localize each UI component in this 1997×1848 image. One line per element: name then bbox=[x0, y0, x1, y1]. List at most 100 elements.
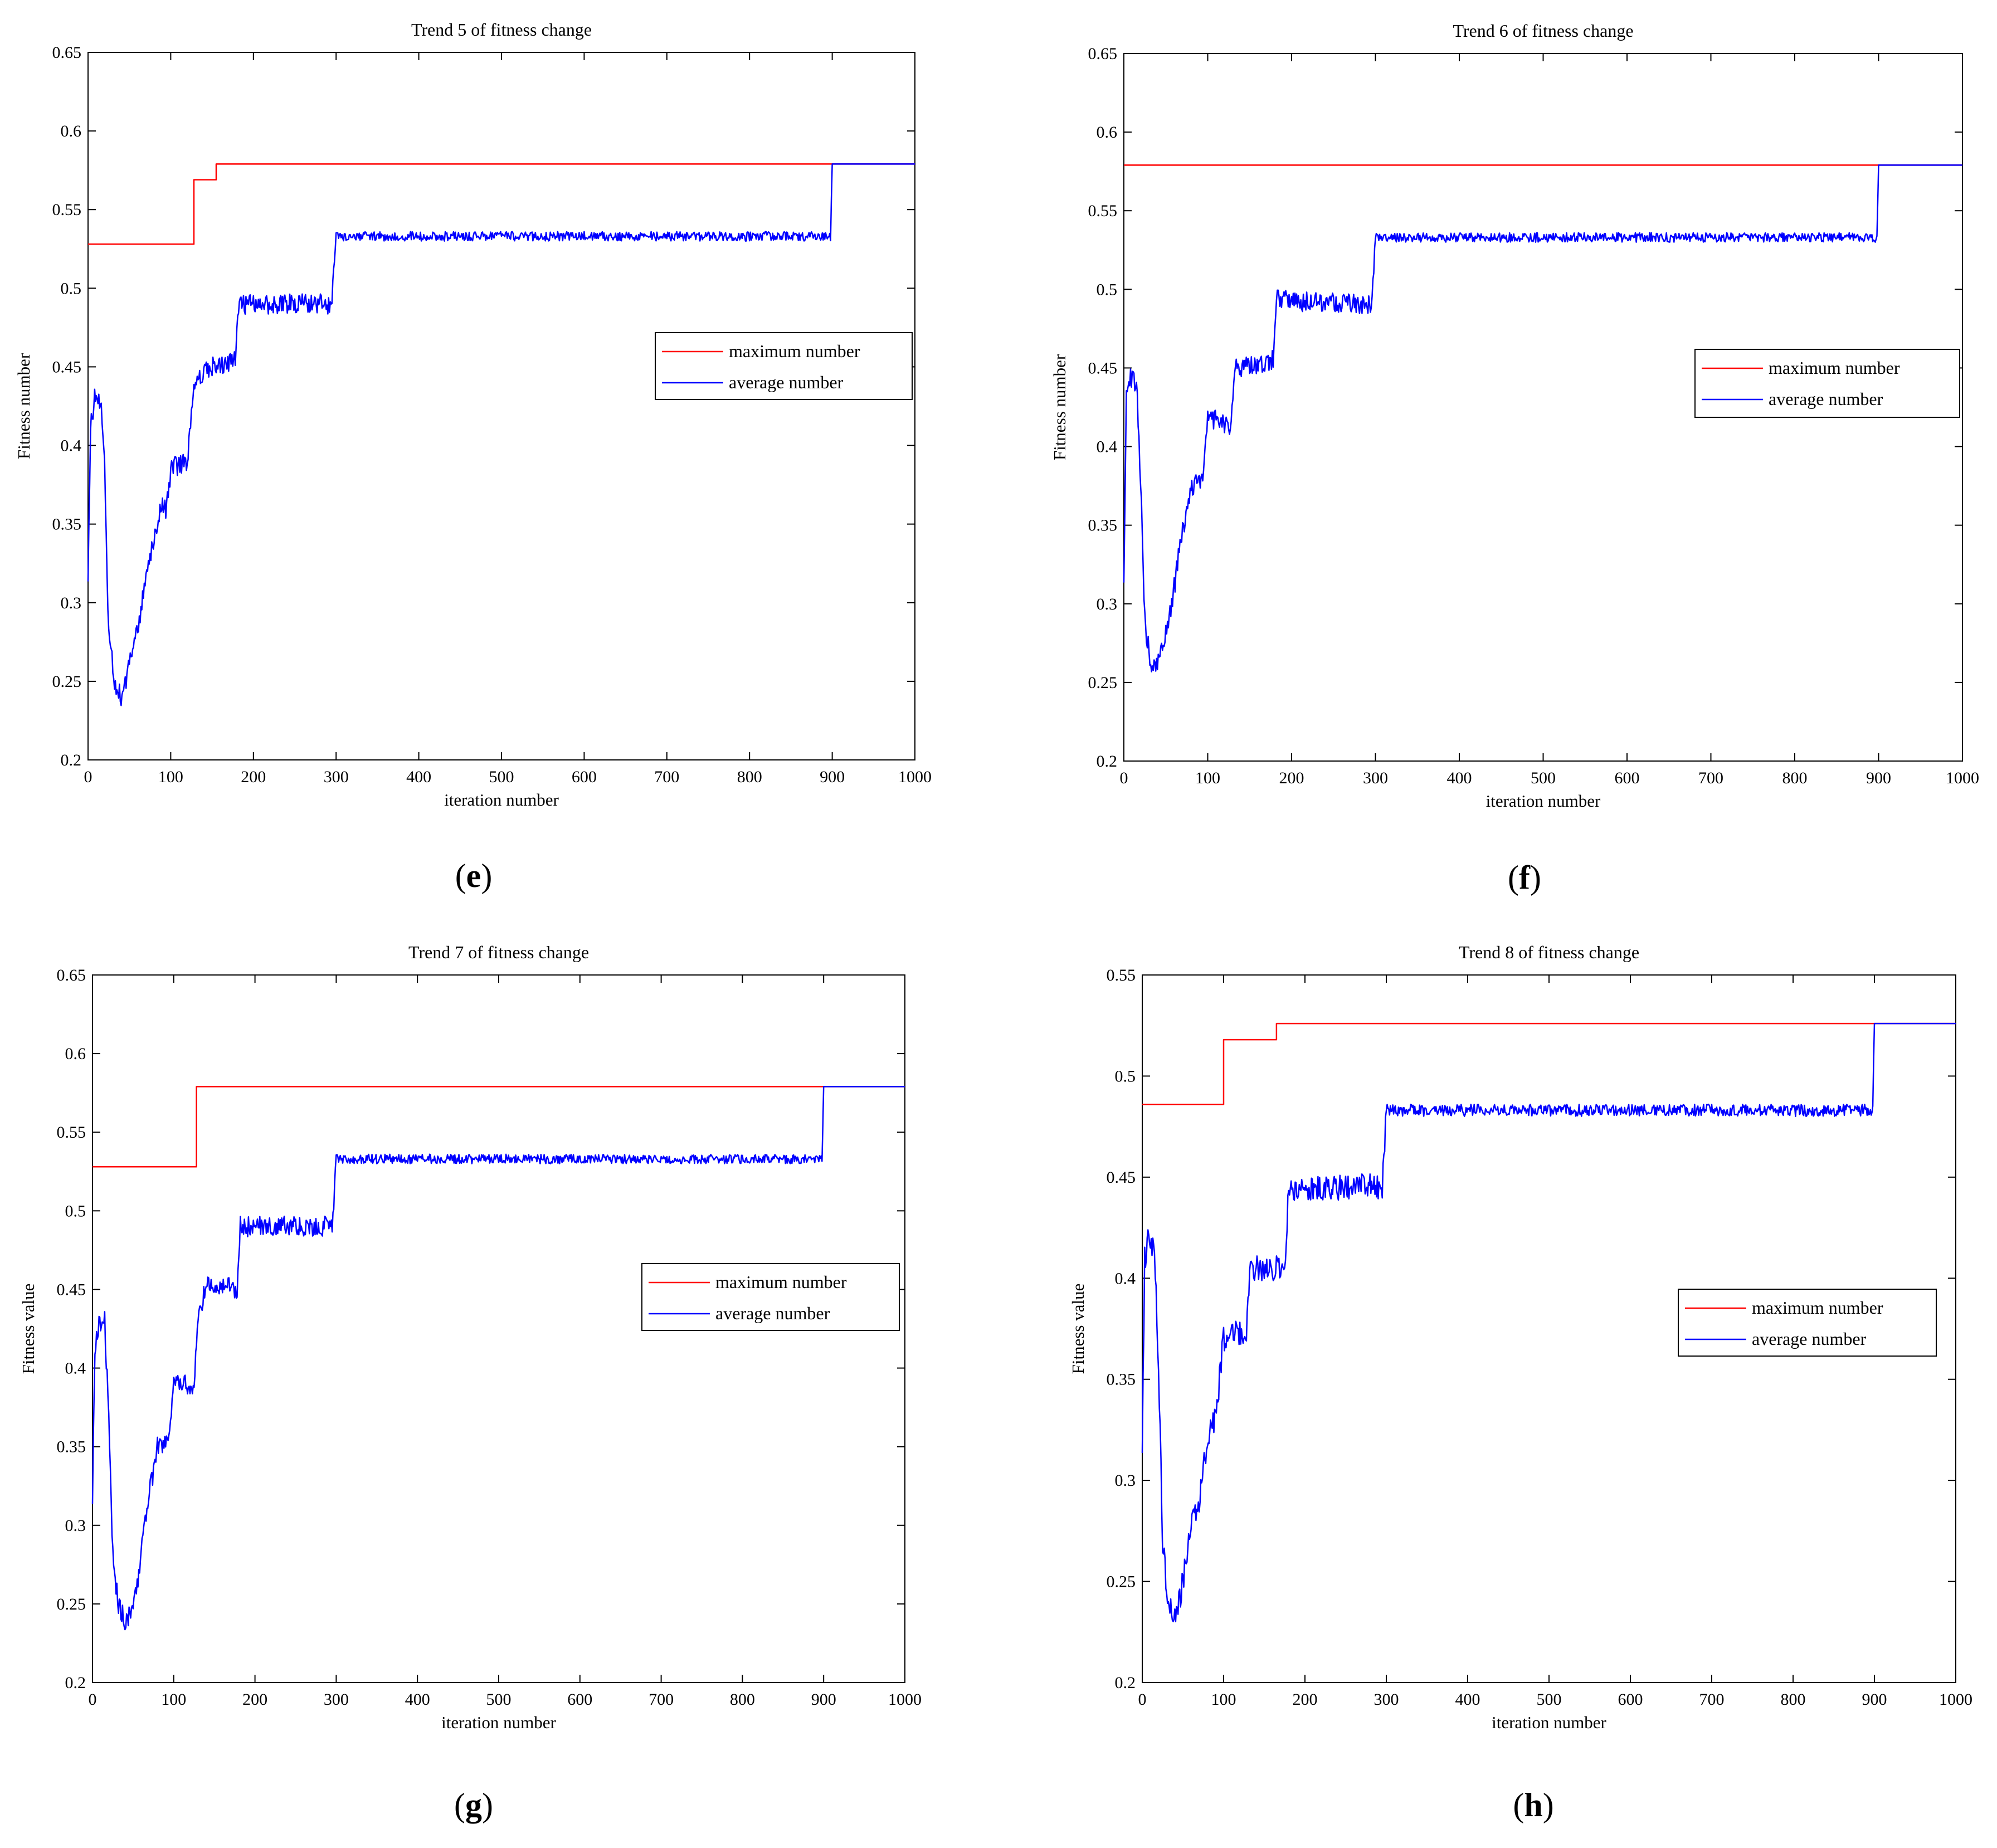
x-tick-label: 900 bbox=[811, 1690, 836, 1709]
x-tick-label: 400 bbox=[405, 1690, 430, 1709]
x-tick-label: 1000 bbox=[1946, 769, 1979, 787]
y-tick-label: 0.3 bbox=[1115, 1471, 1136, 1490]
panel-caption: (h) bbox=[1513, 1787, 1553, 1823]
y-tick-label: 0.35 bbox=[52, 515, 82, 534]
y-tick-label: 0.45 bbox=[1088, 359, 1118, 377]
y-tick-label: 0.4 bbox=[1115, 1269, 1136, 1288]
series-line-maximum-number bbox=[1142, 1022, 1956, 1105]
y-tick-label: 0.6 bbox=[61, 122, 82, 140]
x-tick-label: 200 bbox=[1279, 769, 1304, 787]
x-tick-label: 600 bbox=[567, 1690, 592, 1709]
legend-box bbox=[641, 1263, 900, 1331]
x-tick-label: 900 bbox=[1862, 1690, 1887, 1709]
y-tick-label: 0.2 bbox=[61, 751, 82, 769]
x-axis-label: iteration number bbox=[444, 790, 559, 810]
x-axis-label: iteration number bbox=[441, 1713, 556, 1732]
x-tick-label: 100 bbox=[1195, 769, 1220, 787]
y-tick-label: 0.25 bbox=[1088, 674, 1118, 692]
x-tick-label: 0 bbox=[1120, 769, 1128, 787]
x-axis-label: iteration number bbox=[1492, 1713, 1606, 1732]
chart-panel-f: Trend 6 of fitness change 0 100 200 300 400 50… bbox=[1050, 21, 1979, 896]
y-axis-label: Fitness number bbox=[14, 353, 33, 459]
legend-entry-label: average number bbox=[715, 1303, 830, 1323]
x-tick-label: 500 bbox=[1531, 769, 1556, 787]
x-tick-label: 800 bbox=[1781, 1690, 1806, 1709]
x-tick-label: 300 bbox=[1363, 769, 1388, 787]
x-tick-label: 100 bbox=[1211, 1690, 1236, 1709]
legend-entry-label: maximum number bbox=[1769, 358, 1900, 378]
chart-panel-g: Trend 7 of fitness change 0 100 200 300 400 50… bbox=[18, 942, 922, 1823]
y-tick-label: 0.55 bbox=[1088, 202, 1118, 220]
legend-box bbox=[655, 332, 913, 400]
x-tick-label: 1000 bbox=[898, 768, 932, 786]
y-tick-label: 0.25 bbox=[52, 672, 82, 691]
legend-entry-label: maximum number bbox=[729, 341, 860, 361]
legend-entry-label: average number bbox=[729, 372, 844, 392]
chart-title: Trend 7 of fitness change bbox=[408, 942, 589, 962]
y-tick-label: 0.5 bbox=[65, 1202, 86, 1220]
chart-title: Trend 8 of fitness change bbox=[1459, 942, 1639, 962]
series-line-maximum-number bbox=[92, 1086, 905, 1168]
panel-caption: (g) bbox=[454, 1787, 493, 1823]
y-tick-label: 0.6 bbox=[65, 1045, 86, 1063]
x-tick-label: 400 bbox=[406, 768, 431, 786]
y-tick-label: 0.5 bbox=[1115, 1067, 1136, 1085]
y-axis-label: Fitness number bbox=[1050, 354, 1069, 460]
x-tick-label: 600 bbox=[1618, 1690, 1643, 1709]
x-axis-label: iteration number bbox=[1486, 791, 1601, 811]
y-tick-label: 0.2 bbox=[1115, 1674, 1136, 1692]
y-tick-label: 0.5 bbox=[1097, 280, 1118, 299]
legend-box bbox=[1694, 349, 1960, 418]
y-tick-label: 0.65 bbox=[57, 966, 86, 984]
x-tick-label: 600 bbox=[572, 768, 597, 786]
x-tick-label: 300 bbox=[324, 768, 349, 786]
chart-panel-e: Trend 5 of fitness change 0 100 200 300 400 50… bbox=[14, 19, 932, 894]
y-tick-label: 0.55 bbox=[52, 201, 82, 219]
series-line-average-number bbox=[1123, 164, 1962, 672]
x-tick-label: 200 bbox=[241, 768, 266, 786]
x-tick-label: 600 bbox=[1615, 769, 1640, 787]
y-tick-label: 0.45 bbox=[52, 358, 82, 376]
x-tick-label: 0 bbox=[84, 768, 92, 786]
y-tick-label: 0.5 bbox=[61, 279, 82, 298]
chart-panel-h: Trend 8 of fitness change 0 100 200 300 400 50… bbox=[1068, 942, 1972, 1823]
y-tick-label: 0.45 bbox=[1107, 1168, 1136, 1187]
y-tick-label: 0.6 bbox=[1097, 123, 1118, 142]
x-tick-label: 300 bbox=[324, 1690, 349, 1709]
x-tick-label: 500 bbox=[489, 768, 514, 786]
x-tick-label: 800 bbox=[730, 1690, 755, 1709]
legend-entry-label: maximum number bbox=[715, 1272, 847, 1292]
x-tick-label: 500 bbox=[486, 1690, 512, 1709]
y-tick-label: 0.55 bbox=[57, 1123, 86, 1142]
y-tick-label: 0.55 bbox=[1107, 966, 1136, 984]
x-tick-label: 400 bbox=[1455, 1690, 1480, 1709]
series-line-maximum-number bbox=[88, 163, 915, 245]
x-tick-label: 1000 bbox=[888, 1690, 922, 1709]
x-tick-label: 900 bbox=[820, 768, 845, 786]
y-tick-label: 0.35 bbox=[1107, 1371, 1136, 1389]
x-tick-label: 500 bbox=[1537, 1690, 1562, 1709]
y-tick-label: 0.4 bbox=[61, 437, 82, 455]
y-tick-label: 0.3 bbox=[61, 594, 82, 612]
y-tick-label: 0.2 bbox=[65, 1674, 86, 1692]
x-tick-label: 0 bbox=[89, 1690, 97, 1709]
legend-entry-label: average number bbox=[1752, 1329, 1867, 1349]
y-tick-label: 0.45 bbox=[57, 1280, 86, 1299]
y-tick-label: 0.35 bbox=[57, 1438, 86, 1456]
x-tick-label: 800 bbox=[737, 768, 762, 786]
x-tick-label: 700 bbox=[649, 1690, 674, 1709]
x-tick-label: 700 bbox=[654, 768, 679, 786]
x-tick-label: 900 bbox=[1866, 769, 1891, 787]
x-tick-label: 100 bbox=[158, 768, 183, 786]
plot-frame bbox=[87, 52, 915, 760]
series-line-average-number bbox=[1141, 1022, 1956, 1622]
x-tick-label: 700 bbox=[1699, 1690, 1725, 1709]
y-tick-label: 0.35 bbox=[1088, 516, 1118, 535]
x-tick-label: 1000 bbox=[1939, 1690, 1972, 1709]
y-axis-label: Fitness value bbox=[1068, 1284, 1088, 1374]
y-tick-label: 0.65 bbox=[52, 43, 82, 62]
x-tick-label: 200 bbox=[242, 1690, 267, 1709]
series-line-average-number bbox=[91, 1086, 905, 1631]
chart-title: Trend 5 of fitness change bbox=[411, 19, 592, 40]
legend-entry-label: maximum number bbox=[1752, 1298, 1883, 1318]
